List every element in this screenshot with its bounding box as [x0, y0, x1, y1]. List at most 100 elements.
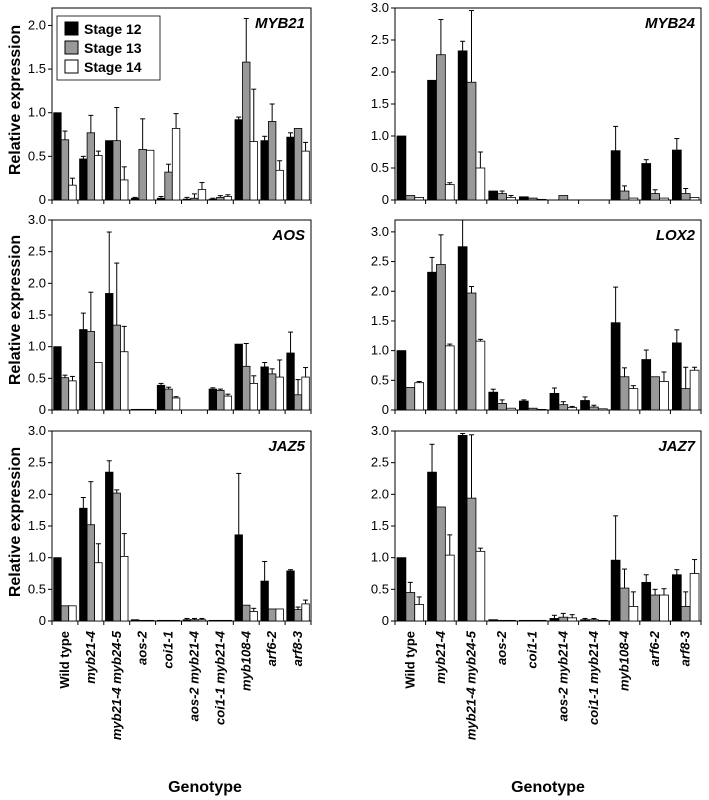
bar-stage-12-coi1-1-myb21-4: [208, 619, 217, 622]
bar-stage-12-arf8-3: [671, 342, 682, 411]
x-axis-title-right: Genotype: [511, 779, 585, 796]
bar-stage-13-myb108-4: [242, 604, 251, 622]
bar-stage-12-myb108-4: [234, 343, 243, 411]
legend-swatch-stage-14: [64, 59, 79, 74]
bar-stage-12-aos-2-myb21-4: [182, 198, 192, 201]
bar-stage-12-wild-type: [396, 557, 407, 622]
category-label-arf8-3: arf8-3: [678, 630, 693, 666]
y-tick-label: 3.0: [371, 224, 389, 239]
bar-stage-13-myb21-4: [436, 264, 446, 411]
y-tick-label: 1.0: [371, 128, 389, 143]
bar-stage-13-wild-type: [60, 139, 70, 201]
y-tick-label: 0: [39, 613, 46, 628]
bar-stage-14-arf8-3: [689, 573, 700, 622]
bar-stage-12-coi1-1: [518, 619, 529, 622]
x-axis-title-left: Genotype: [168, 779, 242, 796]
bar-stage-12-aos-2: [130, 619, 140, 622]
y-tick-label: 1.0: [28, 339, 46, 354]
bar-stage-13-arf8-3: [293, 394, 303, 411]
bar-stage-13-aos-2: [138, 148, 147, 201]
bar-stage-14-coi1-1: [171, 128, 181, 201]
y-tick-label: 1.0: [371, 550, 389, 565]
y-tick-label: 0.5: [28, 148, 46, 163]
category-label-aos-2: aos-2: [135, 630, 150, 665]
bar-stage-13-aos-2-myb21-4: [190, 197, 199, 201]
bar-stage-13-myb21-4-myb24-5: [112, 492, 121, 622]
bar-stage-13-coi1-1: [164, 171, 173, 201]
bar-stage-13-myb108-4: [619, 587, 630, 622]
y-tick-label: 1.0: [28, 550, 46, 565]
y-tick-label: 0.5: [371, 372, 389, 387]
bar-stage-12-myb21-4-myb24-5: [457, 50, 468, 201]
bar-stage-14-wild-type: [68, 184, 77, 201]
bar-stage-14-coi1-1: [536, 409, 547, 411]
y-tick-label: 3.0: [28, 212, 46, 227]
bar-stage-14-myb21-4-myb24-5: [120, 556, 129, 622]
category-label-arf6-2: arf6-2: [264, 630, 279, 666]
bar-stage-12-aos-2: [488, 391, 499, 411]
bar-stage-13-myb21-4: [436, 54, 446, 201]
y-tick-label: 0: [382, 402, 389, 417]
bar-stage-14-myb21-4: [94, 155, 103, 201]
bar-stage-13-myb21-4-myb24-5: [466, 292, 477, 411]
bar-stage-13-arf6-2: [267, 121, 277, 201]
panel-jaz7: 0 0.5 1.0 1.5 2.0 2.5 3.0 JAZ7: [371, 423, 702, 628]
bar-stage-12-wild-type: [396, 350, 407, 411]
bar-stage-14-arf8-3: [301, 150, 310, 201]
y-axis-title-middle: Relative expression: [7, 235, 24, 385]
y-tick-label: 2.0: [371, 486, 389, 501]
bar-stage-12-wild-type: [53, 346, 62, 411]
bar-stage-14-myb108-4: [249, 611, 258, 622]
y-tick-label: 0.5: [28, 370, 46, 385]
bar-stage-14-wild-type: [414, 197, 425, 201]
y-tick-label: 2.5: [28, 455, 46, 470]
bar-stage-12-myb21-4-myb24-5: [457, 435, 468, 622]
bar-stage-12-arf6-2: [260, 140, 269, 201]
y-tick-label: 1.5: [28, 61, 46, 76]
bar-stage-14-myb108-4: [628, 606, 639, 622]
y-tick-label: 3.0: [371, 423, 389, 438]
bar-stage-13-coi1-1: [527, 619, 538, 622]
bar-stage-14-coi1-1: [536, 619, 547, 622]
bar-stage-12-aos-2-myb21-4: [182, 619, 192, 622]
panel-title: MYB24: [645, 15, 696, 32]
category-label-myb21-4: myb21-4: [83, 630, 98, 684]
bar-stage-12-arf8-3: [286, 136, 295, 201]
panel-title: JAZ7: [658, 438, 695, 455]
bar-stage-13-aos-2: [138, 408, 147, 411]
legend-label-stage-13: Stage 13: [84, 40, 142, 56]
bar-stage-14-myb21-4-myb24-5: [120, 179, 129, 201]
bar-stage-14-aos-2-myb21-4: [567, 407, 578, 411]
category-label-aos-2: aos-2: [494, 630, 509, 665]
bar-stage-14-coi1-1-myb21-4: [597, 408, 608, 411]
bar-stage-12-coi1-1-myb21-4: [208, 198, 217, 201]
bar-stage-13-aos-2-myb21-4: [558, 195, 569, 201]
y-tick-label: 2.5: [371, 254, 389, 269]
bar-stage-14-coi1-1-myb21-4: [223, 619, 233, 622]
bar-stage-12-arf8-3: [671, 149, 682, 201]
bar-stage-14-arf6-2: [275, 169, 284, 201]
bar-stage-14-myb21-4-myb24-5: [120, 351, 129, 411]
bar-stage-14-myb21-4-myb24-5: [475, 167, 486, 201]
bar-stage-14-aos-2-myb21-4: [197, 189, 207, 201]
bar-stage-12-arf6-2: [260, 366, 269, 411]
bar-stage-14-coi1-1-myb21-4: [597, 619, 608, 622]
bar-stage-14-arf8-3: [689, 197, 700, 201]
bar-stage-12-arf6-2: [641, 581, 652, 622]
y-tick-label: 2.5: [371, 455, 389, 470]
bar-stage-12-myb108-4: [234, 119, 243, 201]
bar-stage-13-myb21-4: [86, 132, 96, 201]
bar-stage-13-coi1-1-myb21-4: [216, 619, 225, 622]
bar-stage-12-coi1-1: [156, 619, 166, 622]
bar-stage-13-arf8-3: [293, 128, 303, 201]
bar-stage-13-myb108-4: [619, 376, 630, 411]
bar-stage-13-aos-2: [497, 193, 507, 201]
bar-stage-14-myb21-4: [94, 362, 103, 411]
bar-stage-12-myb21-4: [79, 329, 88, 411]
y-tick-label: 0.5: [371, 160, 389, 175]
bar-stage-12-coi1-1-myb21-4: [208, 388, 217, 411]
bar-stage-13-arf6-2: [650, 376, 660, 411]
bar-stage-14-myb21-4-myb24-5: [475, 340, 486, 411]
bar-stage-12-myb21-4-myb24-5: [457, 246, 468, 411]
bar-stage-14-myb108-4: [628, 197, 639, 201]
